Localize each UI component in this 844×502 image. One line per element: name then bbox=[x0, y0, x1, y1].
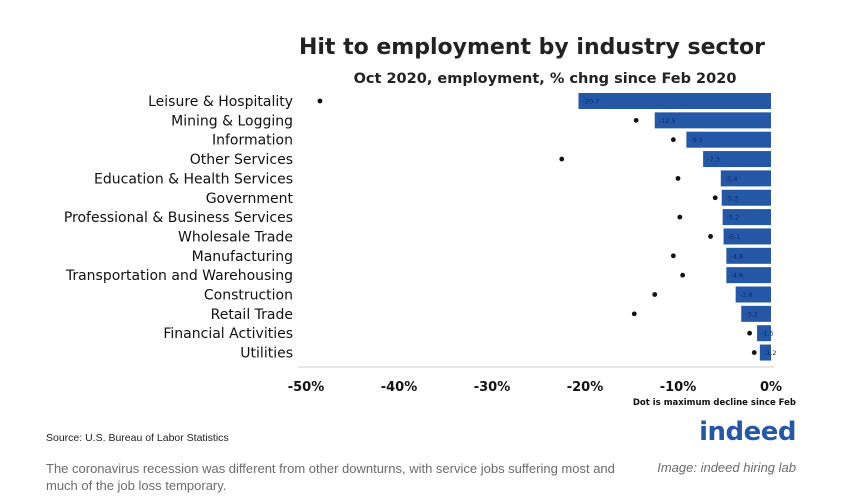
chart-title: Hit to employment by industry sector bbox=[299, 35, 765, 60]
category-label: Government bbox=[206, 191, 294, 207]
x-tick-label: 0% bbox=[760, 380, 782, 395]
bar bbox=[723, 228, 771, 245]
x-tick-label: -40% bbox=[381, 380, 418, 395]
bar-value-label: -1.2 bbox=[764, 349, 777, 357]
bar-chart: Hit to employment by industry sector Oct… bbox=[46, 35, 797, 447]
category-label: Education & Health Services bbox=[94, 171, 293, 187]
bar bbox=[741, 305, 771, 322]
bar bbox=[578, 93, 771, 109]
category-label: Manufacturing bbox=[192, 249, 293, 265]
bar bbox=[721, 189, 771, 206]
category-label: Transportation and Warehousing bbox=[65, 268, 293, 284]
bar-value-label: -20.7 bbox=[582, 98, 599, 106]
bar-value-label: -12.5 bbox=[659, 117, 676, 125]
bar-value-label: -4.8 bbox=[730, 252, 743, 260]
category-label: Information bbox=[212, 133, 293, 149]
bar-value-label: -4.8 bbox=[730, 272, 743, 280]
category-label: Leisure & Hospitality bbox=[148, 94, 293, 110]
bar-value-label: -5.3 bbox=[726, 194, 739, 202]
x-tick-labels: -50% -40% -30% -20% -10% 0% bbox=[288, 380, 782, 395]
bar bbox=[759, 344, 771, 361]
bar-value-label: -5.2 bbox=[727, 214, 740, 222]
category-label: Mining & Logging bbox=[171, 113, 293, 129]
bar-value-label: -1.5 bbox=[761, 330, 774, 338]
max-decline-dot bbox=[559, 156, 565, 162]
max-decline-dot bbox=[633, 117, 639, 123]
bar bbox=[726, 267, 771, 284]
category-label: Financial Activities bbox=[163, 326, 293, 342]
max-decline-dot bbox=[677, 214, 683, 220]
max-decline-dot bbox=[670, 137, 676, 143]
bar-value-label: -5.4 bbox=[725, 175, 738, 183]
bar bbox=[735, 286, 771, 303]
x-tick-label: -30% bbox=[474, 380, 511, 395]
bars-layer: -20.7 -12.5 -9.1 -7.3 -5.4 -5.3 -5.2 -5.1 -4.8 -4… bbox=[578, 93, 777, 361]
bar-value-label: -5.1 bbox=[728, 233, 741, 241]
max-decline-dot bbox=[680, 272, 686, 278]
x-tick-label: -20% bbox=[567, 380, 604, 395]
chart-figure: Hit to employment by industry sector Oct… bbox=[46, 35, 797, 447]
bar-value-label: -3.8 bbox=[740, 291, 753, 299]
dot-legend-note: Dot is maximum decline since Feb bbox=[633, 398, 796, 408]
max-decline-dot bbox=[747, 330, 753, 336]
bar bbox=[654, 112, 771, 129]
bar-value-label: -7.3 bbox=[707, 156, 720, 164]
x-tick-label: -50% bbox=[288, 380, 325, 395]
bar bbox=[726, 247, 771, 264]
bar bbox=[757, 325, 771, 342]
category-label: Construction bbox=[204, 288, 293, 304]
max-decline-dot bbox=[712, 195, 718, 201]
max-decline-dot bbox=[317, 98, 323, 104]
x-tick-label: -10% bbox=[660, 380, 697, 395]
category-label: Other Services bbox=[190, 152, 293, 168]
category-labels: Leisure & Hospitality Mining & Logging Inf… bbox=[64, 94, 294, 362]
category-label: Wholesale Trade bbox=[178, 229, 293, 245]
dots-layer bbox=[317, 98, 757, 355]
bar bbox=[722, 209, 771, 226]
category-label: Professional & Business Services bbox=[64, 210, 293, 226]
bar bbox=[686, 131, 771, 148]
indeed-logo: indeed bbox=[699, 417, 796, 447]
chart-subtitle: Oct 2020, employment, % chng since Feb 2… bbox=[354, 71, 737, 87]
max-decline-dot bbox=[751, 350, 757, 355]
bar bbox=[703, 151, 771, 168]
max-decline-dot bbox=[652, 292, 658, 297]
max-decline-dot bbox=[675, 176, 681, 181]
bar-value-label: -9.1 bbox=[690, 136, 703, 144]
source-note: Source: U.S. Bureau of Labor Statistics bbox=[46, 432, 229, 444]
max-decline-dot bbox=[670, 253, 676, 259]
bar bbox=[720, 170, 771, 187]
image-caption: The coronavirus recession was different … bbox=[46, 461, 615, 493]
bar-value-label: -3.2 bbox=[745, 310, 758, 318]
max-decline-dot bbox=[631, 311, 637, 317]
category-label: Retail Trade bbox=[211, 307, 293, 323]
category-label: Utilities bbox=[240, 346, 293, 362]
image-credit: Image: indeed hiring lab bbox=[657, 460, 796, 475]
max-decline-dot bbox=[708, 234, 713, 239]
